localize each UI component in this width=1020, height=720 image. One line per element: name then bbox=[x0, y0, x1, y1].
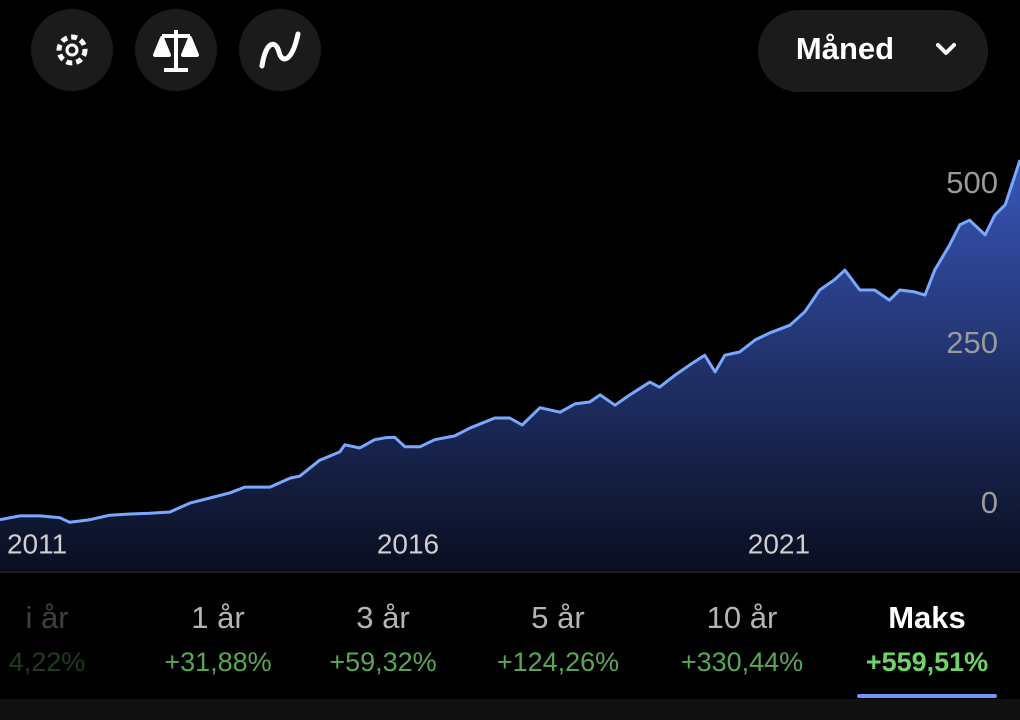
y-tick-label: 500 bbox=[946, 165, 998, 200]
tab-change: 4,22% bbox=[9, 647, 86, 677]
chart: 0 250 500 2011 2016 2021 bbox=[0, 159, 1020, 571]
curve-button[interactable] bbox=[239, 9, 321, 91]
x-tick-label: 2021 bbox=[748, 528, 810, 559]
tab-label: 5 år bbox=[531, 600, 584, 635]
dropdown-label: Måned bbox=[796, 31, 894, 66]
scale-icon bbox=[153, 30, 199, 72]
period-tab[interactable]: 3 år +59,32% bbox=[329, 600, 436, 677]
dropdown-bg bbox=[758, 10, 988, 92]
period-tab[interactable]: 1 år +31,88% bbox=[164, 600, 271, 677]
tab-change: +31,88% bbox=[164, 647, 271, 677]
tab-label: 1 år bbox=[191, 600, 244, 635]
settings-button[interactable] bbox=[31, 9, 113, 91]
tab-change: +330,44% bbox=[681, 647, 803, 677]
area bbox=[0, 160, 1020, 571]
period-tabs: i år 4,22% 1 år +31,88% 3 år +59,32% 5 år +124,… bbox=[9, 600, 997, 698]
gear-icon bbox=[56, 34, 88, 66]
tab-change: +59,32% bbox=[329, 647, 436, 677]
curve-icon bbox=[259, 31, 301, 69]
line bbox=[0, 159, 1020, 524]
tab-label: 10 år bbox=[707, 600, 778, 635]
tab-label: 3 år bbox=[356, 600, 409, 635]
x-tick-label: 2011 bbox=[7, 528, 67, 559]
x-tick-label: 2016 bbox=[377, 528, 439, 559]
period-tab[interactable]: i år 4,22% bbox=[9, 600, 86, 677]
period-tab[interactable]: Maks +559,51% bbox=[857, 600, 997, 698]
bottom-bar bbox=[0, 699, 1020, 720]
compare-button[interactable] bbox=[135, 9, 217, 91]
button-bg bbox=[31, 9, 113, 91]
period-tab[interactable]: 10 år +330,44% bbox=[681, 600, 803, 677]
tab-change: +559,51% bbox=[866, 647, 988, 677]
gear-hole bbox=[65, 43, 79, 57]
period-dropdown[interactable]: Måned bbox=[758, 10, 988, 92]
chevron bbox=[936, 43, 956, 55]
tab-label: Maks bbox=[888, 600, 966, 635]
y-tick-label: 0 bbox=[981, 485, 998, 520]
tab-label: i år bbox=[25, 600, 68, 635]
y-tick-label: 250 bbox=[946, 325, 998, 360]
active-underline bbox=[857, 694, 997, 698]
period-tab[interactable]: 5 år +124,26% bbox=[497, 600, 619, 677]
tab-change: +124,26% bbox=[497, 647, 619, 677]
